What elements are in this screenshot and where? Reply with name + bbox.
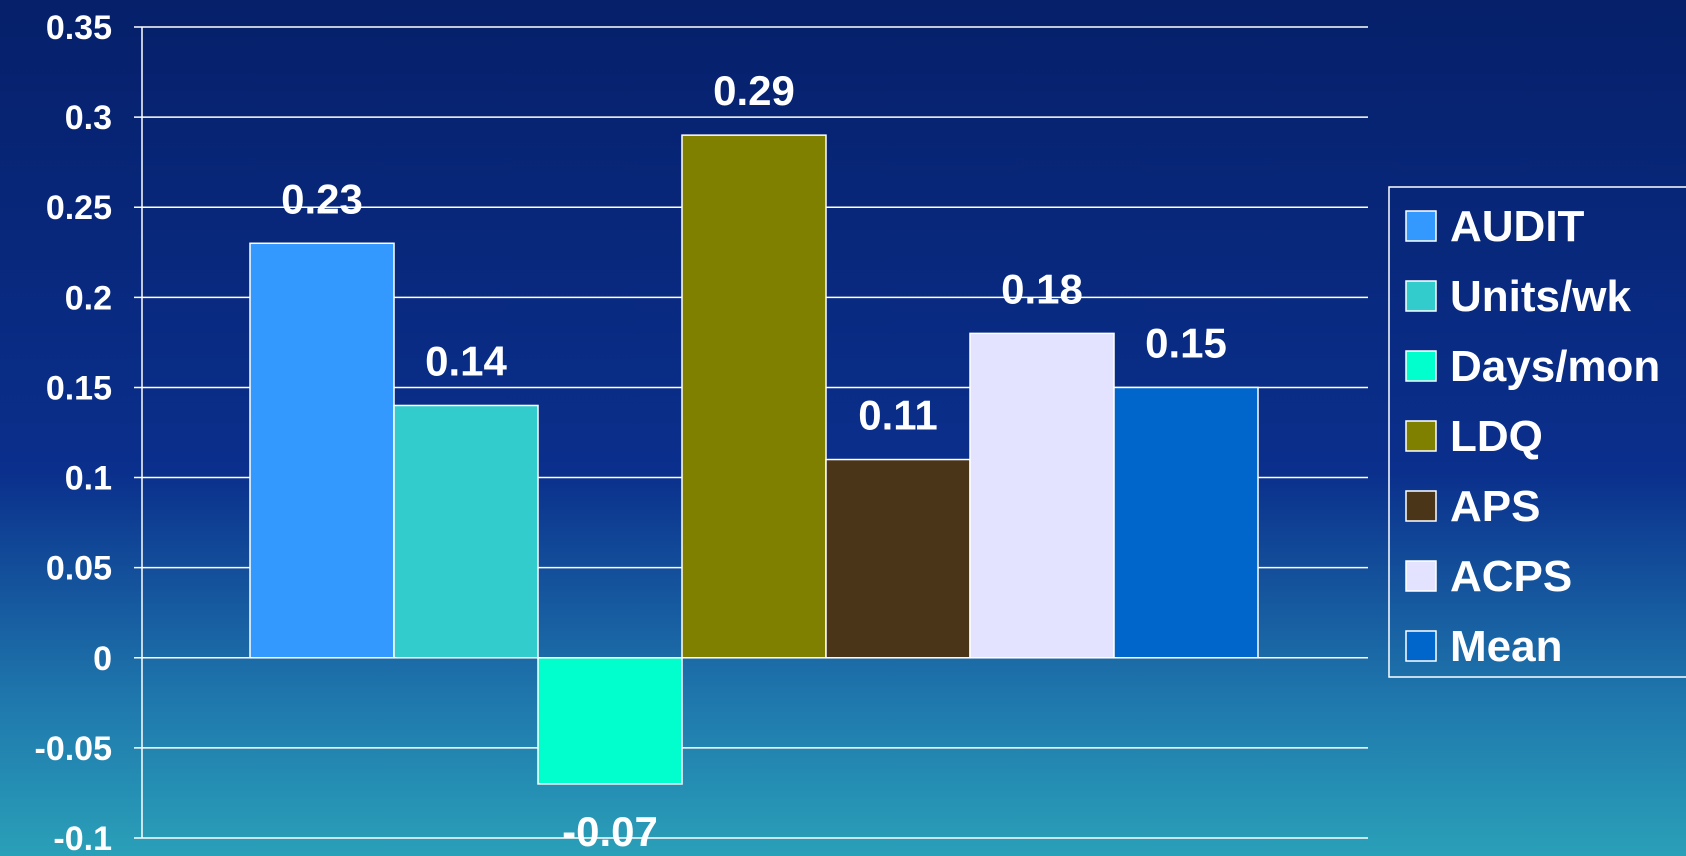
legend-entry: Days/mon (1450, 342, 1660, 391)
bar (969, 332, 1115, 659)
legend: AUDIT Units/wk Days/mon LDQ APS ACPS Mean (1388, 186, 1686, 678)
data-label: 0.15 (1145, 319, 1227, 366)
bars (249, 134, 1259, 785)
legend-entry: APS (1450, 482, 1540, 531)
y-tick-labels: 0.35 0.3 0.25 0.2 0.15 0.1 0.05 0 -0.05 -0.1 (35, 9, 113, 856)
data-label: 0.14 (425, 337, 507, 384)
y-tick-label: -0.05 (35, 730, 113, 768)
legend-entry: AUDIT (1450, 202, 1585, 251)
bar (681, 134, 827, 659)
legend-entry: LDQ (1450, 412, 1543, 461)
data-label: 0.18 (1001, 265, 1083, 312)
data-label: 0.11 (858, 392, 937, 439)
legend-swatch (1405, 560, 1437, 592)
legend-swatch (1405, 350, 1437, 382)
data-labels: 0.23 0.14 -0.07 0.29 0.11 0.18 0.15 (281, 67, 1227, 855)
y-tick-label: 0.15 (46, 369, 112, 407)
legend-swatch (1405, 630, 1437, 662)
data-label: 0.29 (713, 67, 795, 114)
legend-entry: Mean (1450, 622, 1562, 671)
bar (825, 458, 971, 659)
bar (393, 404, 539, 659)
bar (249, 242, 395, 659)
y-tick-label: 0 (93, 640, 112, 678)
data-label: -0.07 (562, 808, 658, 855)
data-label: 0.23 (281, 175, 363, 222)
y-tick-label: 0.1 (65, 460, 112, 498)
legend-box (1388, 186, 1686, 678)
y-tick-label: -0.1 (53, 820, 112, 856)
legend-swatch (1405, 210, 1437, 242)
legend-swatch (1405, 420, 1437, 452)
y-tick-label: 0.25 (46, 189, 112, 227)
y-tick-label: 0.05 (46, 550, 112, 588)
legend-swatch (1405, 490, 1437, 522)
y-tick-label: 0.2 (65, 279, 112, 317)
legend-entry: Units/wk (1450, 272, 1631, 321)
y-tick-label: 0.35 (46, 9, 112, 47)
y-tick-label: 0.3 (65, 99, 112, 137)
bar (537, 657, 683, 785)
bar (1113, 386, 1259, 659)
legend-swatch (1405, 280, 1437, 312)
legend-entry: ACPS (1450, 552, 1572, 601)
